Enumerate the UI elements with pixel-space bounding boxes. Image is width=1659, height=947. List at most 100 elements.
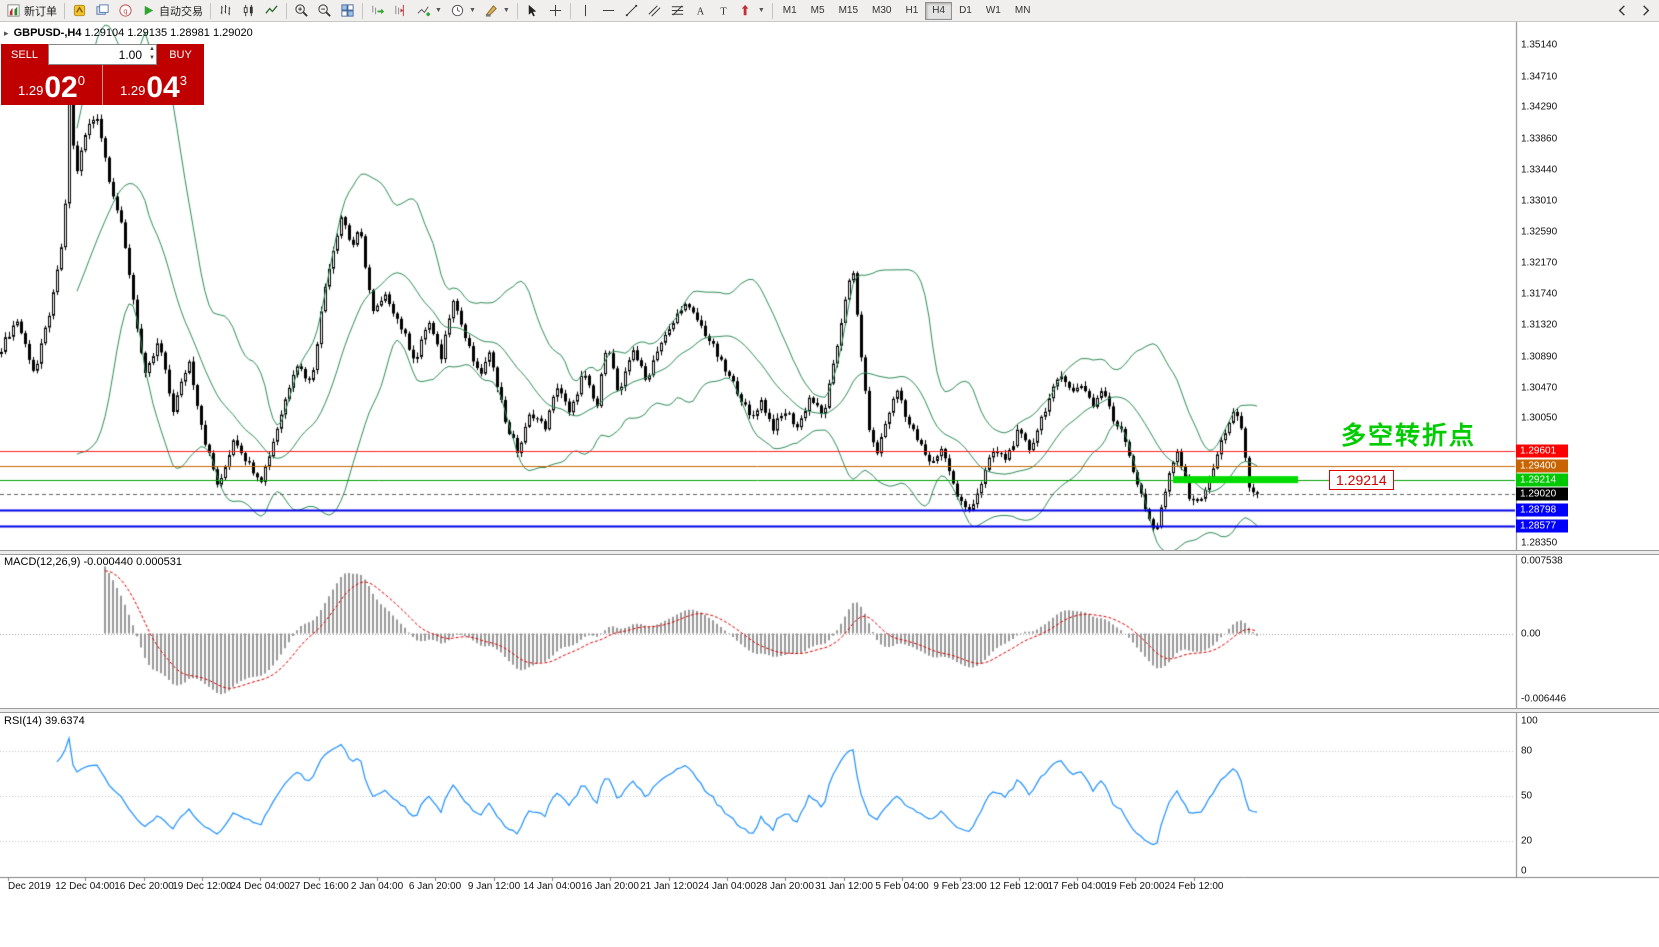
text-button[interactable]: A <box>689 1 712 21</box>
toolbar-separator <box>286 2 287 19</box>
new-order-button[interactable]: 新订单 <box>2 1 61 21</box>
text-label-icon: T <box>720 6 727 17</box>
buy-price-button[interactable]: 1.29 04 3 <box>103 65 204 105</box>
rsi-panel-label: RSI(14) 39.6374 <box>4 715 85 727</box>
timeframe-button-mn[interactable]: MN <box>1008 2 1038 20</box>
arrows-icon <box>741 4 749 16</box>
periods-button[interactable]: ▼ <box>446 1 480 21</box>
chevron-right-icon <box>1643 5 1650 16</box>
sell-price-prefix: 1.29 <box>18 83 44 98</box>
time-axis-label: 12 Feb 12:00 <box>989 881 1049 892</box>
trendline-button[interactable] <box>620 1 643 21</box>
crosshair-button[interactable] <box>544 1 567 21</box>
sell-price-button[interactable]: 1.29 02 0 <box>1 65 102 105</box>
time-axis-label: 9 Jan 12:00 <box>467 881 521 892</box>
timeframe-button-h4[interactable]: H4 <box>925 1 953 20</box>
macd-signal-value: 0.000531 <box>136 556 182 568</box>
svg-text:T: T <box>720 6 727 17</box>
auto-scroll-button[interactable] <box>366 1 389 21</box>
toolbar-overflow-right-button[interactable] <box>1634 1 1657 21</box>
ohlc-quote-label: 1.29104 1.29135 1.28981 1.29020 <box>84 27 253 39</box>
time-axis-label: 31 Jan 12:00 <box>815 881 873 892</box>
timeframe-button-h1[interactable]: H1 <box>898 2 925 20</box>
chevron-down-icon: ▼ <box>468 7 476 14</box>
panel-separator[interactable] <box>0 550 1659 555</box>
macd-name: MACD(12,26,9) <box>4 556 81 568</box>
macd-main-value: -0.000440 <box>83 556 134 568</box>
indicators-button[interactable]: ▼ <box>412 1 446 21</box>
timeframe-button-d1[interactable]: D1 <box>952 2 979 20</box>
timeframe-button-m30[interactable]: M30 <box>865 2 898 20</box>
community-button[interactable]: q <box>114 1 137 21</box>
buy-price-sup: 3 <box>179 73 187 88</box>
time-axis-label: 16 Jan 20:00 <box>581 881 639 892</box>
timeframe-button-w1[interactable]: W1 <box>979 2 1008 20</box>
toolbar-overflow-left-button[interactable] <box>1611 1 1634 21</box>
metaeditor-icon <box>73 4 86 17</box>
zoom-in-icon <box>295 4 308 17</box>
chart-text-annotation[interactable]: 多空转折点 <box>1341 422 1477 450</box>
price-scale-label: 1.33010 <box>1521 195 1558 207</box>
price-scale-label: 1.28350 <box>1521 537 1558 549</box>
price-scale-label: 1.33440 <box>1521 164 1558 176</box>
timeframe-button-m15[interactable]: M15 <box>832 2 865 20</box>
trendline-icon <box>625 4 637 17</box>
bar-chart-button[interactable] <box>214 1 237 21</box>
toolbar-separator <box>362 2 363 19</box>
stepper-down-icon[interactable]: ▼ <box>149 55 155 61</box>
time-axis-label: 24 Feb 12:00 <box>1164 881 1224 892</box>
timeframe-button-m1[interactable]: M1 <box>776 2 804 20</box>
time-axis-label: 14 Jan 04:00 <box>523 881 581 892</box>
price-scale-badge: 1.29020 <box>1516 487 1568 501</box>
profiles-button[interactable] <box>91 1 114 21</box>
channel-button[interactable] <box>643 1 666 21</box>
zoom-out-icon <box>318 4 331 17</box>
auto-scroll-icon <box>372 5 385 15</box>
toolbar: 新订单 q 自动交易 <box>0 0 1659 22</box>
fibonacci-button[interactable] <box>666 1 689 21</box>
horizontal-line-button[interactable] <box>597 1 620 21</box>
zoom-in-button[interactable] <box>290 1 313 21</box>
price-scale-label: 1.30050 <box>1521 412 1558 424</box>
volume-input[interactable]: 1.00 ▲ ▼ <box>48 44 157 65</box>
price-level-tag[interactable]: 1.29214 <box>1329 470 1394 490</box>
sell-button[interactable]: SELL <box>1 44 48 65</box>
chart-shift-button[interactable] <box>389 1 412 21</box>
price-scale-label: 1.30890 <box>1521 351 1558 363</box>
stepper-up-icon[interactable]: ▲ <box>149 46 155 52</box>
arrows-button[interactable]: ▼ <box>735 1 769 21</box>
rsi-scale-label: 100 <box>1521 715 1538 727</box>
volume-stepper[interactable]: ▲ ▼ <box>149 45 155 63</box>
cursor-button[interactable] <box>521 1 544 21</box>
templates-button[interactable]: ▼ <box>480 1 514 21</box>
buy-button[interactable]: BUY <box>157 44 204 65</box>
rsi-scale-label: 20 <box>1521 835 1533 847</box>
autotrading-button[interactable]: 自动交易 <box>137 1 207 21</box>
vertical-line-button[interactable] <box>574 1 597 21</box>
chevron-down-icon: ▼ <box>435 7 442 14</box>
text-label-button[interactable]: T <box>712 1 735 21</box>
tile-windows-button[interactable] <box>336 1 359 21</box>
metaeditor-button[interactable] <box>68 1 91 21</box>
line-chart-button[interactable] <box>260 1 283 21</box>
candlestick-chart-button[interactable] <box>237 1 260 21</box>
time-axis-label: 24 Jan 04:00 <box>698 881 756 892</box>
price-scale-label: 1.33860 <box>1521 133 1558 145</box>
candlestick-chart-icon <box>243 4 253 17</box>
profiles-icon <box>96 4 109 15</box>
timeframe-button-m5[interactable]: M5 <box>804 2 832 20</box>
chevron-left-icon <box>1618 5 1625 16</box>
symbol-period-label: GBPUSD-,H4 <box>13 27 82 39</box>
bar-chart-icon <box>220 4 231 16</box>
price-scale-label: 1.34710 <box>1521 71 1558 83</box>
macd-scale-bottom: -0.006446 <box>1521 693 1567 705</box>
toolbar-separator <box>64 2 65 19</box>
new-order-icon <box>7 4 20 17</box>
zoom-out-button[interactable] <box>313 1 336 21</box>
time-axis-label: 16 Dec 20:00 <box>114 881 174 892</box>
toolbar-separator <box>569 2 571 19</box>
panel-separator[interactable] <box>0 708 1659 713</box>
channel-icon <box>648 5 661 17</box>
sell-price-sup: 0 <box>77 73 85 88</box>
